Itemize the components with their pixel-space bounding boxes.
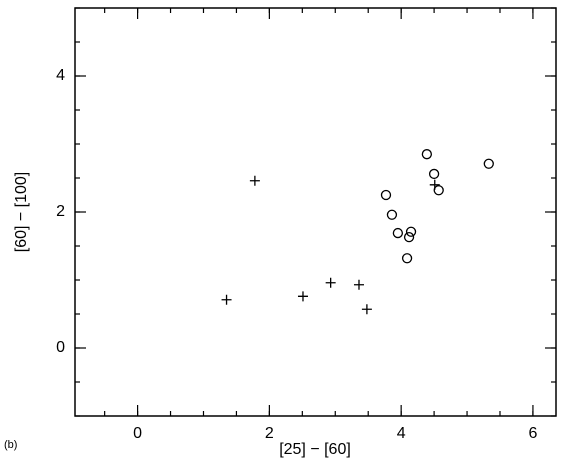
x-tick-label: 0 [133, 425, 142, 442]
x-axis-label: [25] − [60] [279, 441, 351, 458]
plus-point [297, 291, 308, 302]
plot-frame [74, 7, 557, 417]
y-tick-label: 4 [56, 67, 65, 84]
plus-point [249, 175, 260, 186]
circle-point [386, 209, 398, 220]
plus-point [361, 304, 372, 315]
circle-point [428, 168, 440, 180]
x-tick-label: 4 [397, 425, 406, 442]
circle-point [403, 232, 415, 243]
x-tick-label: 6 [528, 425, 537, 442]
y-tick-label: 0 [56, 339, 65, 356]
circle-point [401, 253, 413, 264]
circle-point [392, 227, 404, 239]
circle-point [405, 226, 417, 237]
panel-label: (b) [4, 439, 17, 451]
y-axis-label: [60] − [100] [13, 172, 30, 253]
y-tick-label: 2 [56, 203, 65, 220]
circle-point [380, 189, 392, 201]
plus-point [221, 294, 232, 305]
x-tick-label: 2 [265, 425, 274, 442]
plus-point [353, 279, 364, 290]
circle-point [421, 149, 433, 160]
circle-point [483, 158, 494, 169]
circle-point [433, 185, 444, 196]
plus-point [325, 277, 336, 288]
